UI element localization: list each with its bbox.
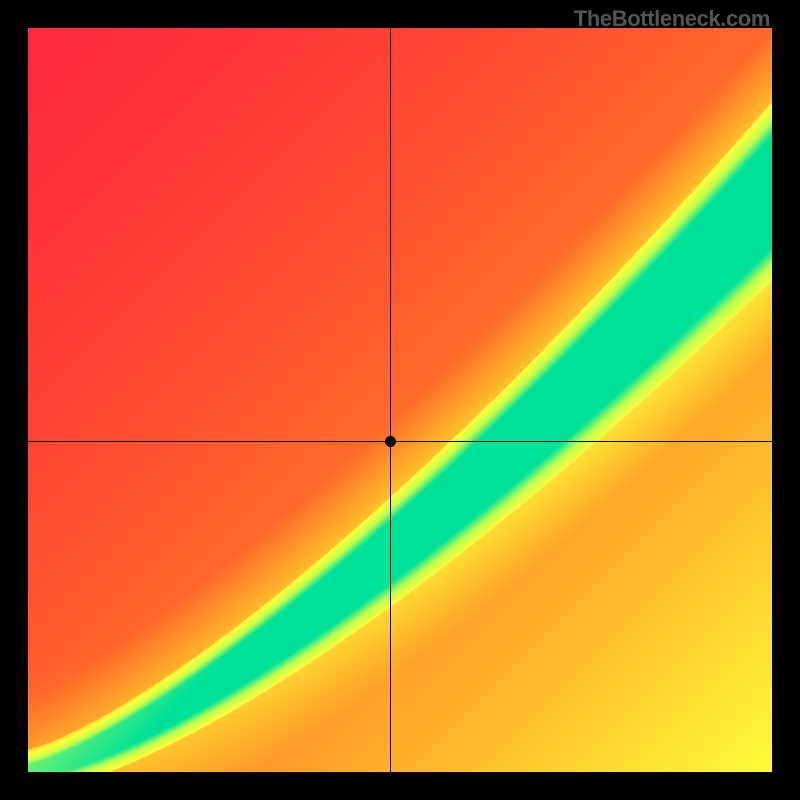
crosshair-horizontal bbox=[28, 441, 772, 442]
heatmap-canvas bbox=[28, 28, 772, 772]
watermark-text: TheBottleneck.com bbox=[574, 6, 770, 32]
crosshair-vertical bbox=[390, 28, 391, 772]
crosshair-marker[interactable] bbox=[385, 436, 396, 447]
